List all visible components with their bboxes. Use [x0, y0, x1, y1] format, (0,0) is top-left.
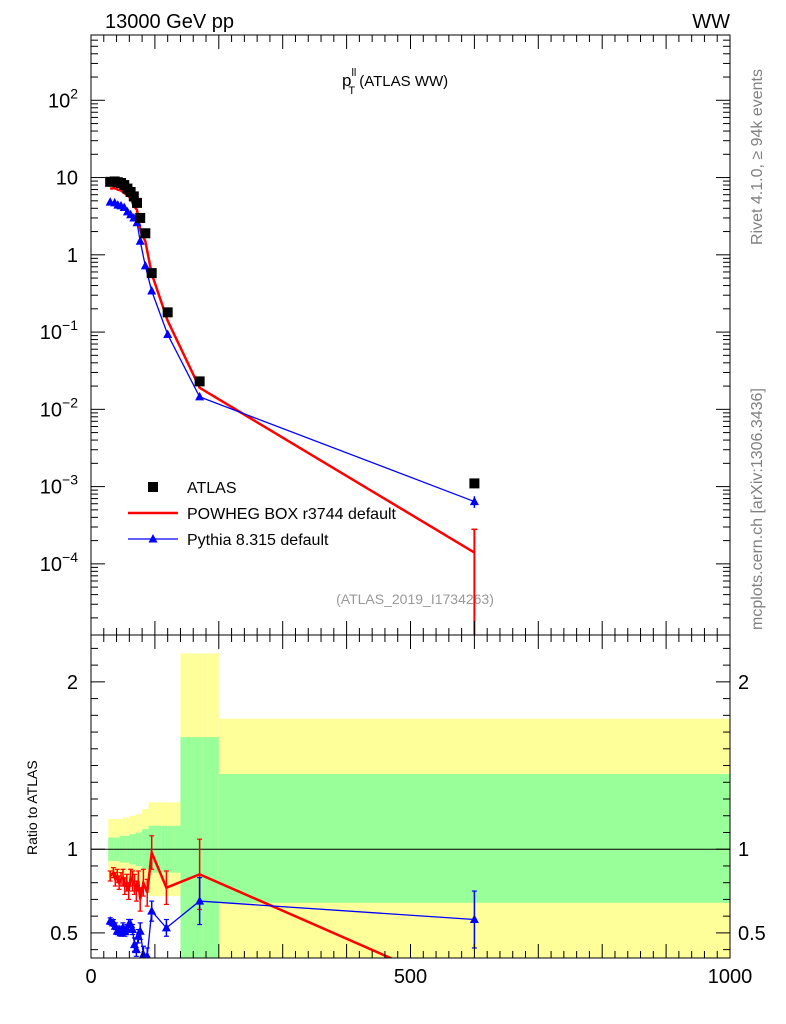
green-band	[180, 737, 191, 958]
ratio-marker	[131, 944, 141, 954]
uncertainty-bands	[91, 653, 730, 958]
ratio-line	[109, 847, 394, 958]
y-tick-label: 10−1	[40, 317, 78, 344]
data-marker	[140, 228, 151, 239]
y-tick-label: 10	[56, 168, 78, 190]
ratio-y-tick-label: 0.5	[738, 923, 766, 945]
legend-marker-pythia	[148, 534, 158, 543]
x-tick-label: 1000	[708, 966, 753, 988]
y-tick-label: 1	[67, 245, 78, 267]
ratio-y-tick-label: 2	[67, 672, 78, 694]
legend-label-powheg: POWHEG BOX r3744 default	[187, 506, 397, 523]
legend-label-atlas: ATLAS	[187, 480, 237, 497]
data-marker	[469, 478, 480, 489]
ratio-marker	[147, 906, 157, 915]
ratio-marker	[161, 922, 171, 932]
green-band	[190, 737, 203, 958]
analysis-reference: (ATLAS_2019_I1734263)	[336, 591, 494, 607]
header-energy: 13000 GeV pp	[105, 11, 234, 33]
series-marker	[135, 236, 145, 245]
data-marker	[135, 212, 146, 223]
data-marker	[162, 307, 173, 318]
legend: ATLAS POWHEG BOX r3744 default Pythia 8.31…	[128, 480, 397, 549]
rivet-version-label: Rivet 4.1.0, ≥ 94k events	[749, 69, 766, 245]
legend-marker-atlas	[148, 482, 158, 492]
ratio-marker	[122, 924, 132, 934]
series-line	[110, 186, 476, 554]
main-series	[105, 176, 480, 635]
ratio-marker	[469, 914, 479, 924]
series-marker	[163, 329, 173, 339]
data-marker	[132, 197, 143, 208]
ratio-y-tick-label: 2	[738, 672, 749, 694]
legend-label-pythia: Pythia 8.315 default	[187, 532, 329, 549]
ratio-series	[105, 835, 479, 958]
y-tick-label: 102	[48, 85, 78, 112]
ratio-marker	[128, 924, 138, 934]
ratio-marker	[195, 896, 205, 905]
ratio-y-tick-label: 0.5	[50, 923, 78, 945]
ratio-marker	[143, 951, 151, 958]
x-tick-label: 500	[394, 966, 427, 988]
mcplots-label: mcplots.cern.ch [arXiv:1306.3436]	[749, 388, 766, 630]
series-marker	[140, 260, 150, 270]
y-tick-label: 10−2	[40, 394, 78, 421]
ratio-y-tick-label: 1	[67, 839, 78, 861]
ratio-axis-title: Ratio to ATLAS	[24, 760, 40, 855]
panel-title: pll T (ATLAS WW)	[342, 67, 448, 97]
x-tick-label: 0	[85, 966, 96, 988]
green-band	[202, 737, 219, 958]
header-process: WW	[692, 11, 730, 33]
y-tick-label: 10−3	[40, 472, 78, 499]
data-marker	[194, 376, 205, 387]
series-marker	[147, 286, 157, 295]
data-marker	[146, 268, 157, 279]
series-line	[110, 201, 475, 503]
ratio-marker	[135, 926, 145, 935]
data-marker	[128, 191, 139, 202]
green-band	[218, 773, 730, 903]
y-tick-label: 10−4	[40, 549, 78, 576]
axes: 0 500 1000 102 10 1 10−1 10−2 10−3 10−4 0.5 0.5 1 1 2 2	[40, 34, 766, 988]
series-marker	[195, 391, 205, 401]
ratio-y-tick-label: 1	[738, 839, 749, 861]
